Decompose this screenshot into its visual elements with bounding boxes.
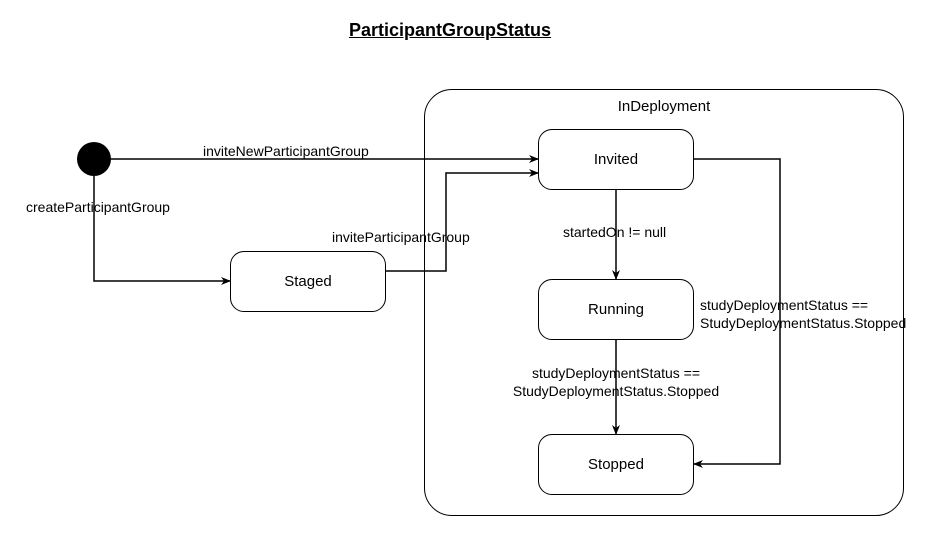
label-invited-stopped-line1: studyDeploymentStatus == (700, 297, 868, 313)
state-stopped: Stopped (538, 434, 694, 495)
state-staged: Staged (230, 251, 386, 312)
label-invite-new: inviteNewParticipantGroup (203, 142, 369, 160)
state-invited: Invited (538, 129, 694, 190)
state-stopped-label: Stopped (588, 456, 644, 473)
initial-state (77, 142, 111, 176)
label-running-stopped-line2: StudyDeploymentStatus.Stopped (513, 383, 719, 399)
edge-create-participant (94, 176, 230, 281)
label-create-participant: createParticipantGroup (26, 198, 170, 216)
label-invited-stopped-line2: StudyDeploymentStatus.Stopped (700, 315, 906, 331)
container-label-indeployment: InDeployment (424, 98, 904, 115)
state-running-label: Running (588, 301, 644, 318)
label-invited-stopped: studyDeploymentStatus == StudyDeployment… (700, 296, 920, 332)
state-running: Running (538, 279, 694, 340)
label-started-on: startedOn != null (563, 223, 666, 241)
state-invited-label: Invited (594, 151, 638, 168)
state-staged-label: Staged (284, 273, 332, 290)
label-running-stopped: studyDeploymentStatus == StudyDeployment… (502, 364, 730, 400)
diagram-title: ParticipantGroupStatus (335, 20, 565, 41)
label-invite-participant: inviteParticipantGroup (332, 228, 470, 246)
label-running-stopped-line1: studyDeploymentStatus == (532, 365, 700, 381)
